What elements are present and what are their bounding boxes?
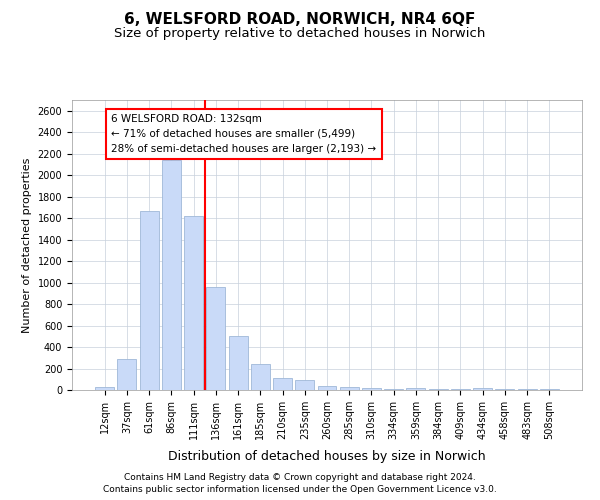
Bar	[162, 160, 181, 390]
Bar	[184, 216, 203, 390]
Text: Size of property relative to detached houses in Norwich: Size of property relative to detached ho…	[115, 28, 485, 40]
Bar	[473, 388, 492, 390]
Text: 6, WELSFORD ROAD, NORWICH, NR4 6QF: 6, WELSFORD ROAD, NORWICH, NR4 6QF	[124, 12, 476, 28]
Y-axis label: Number of detached properties: Number of detached properties	[22, 158, 32, 332]
Bar	[340, 387, 359, 390]
Bar	[317, 386, 337, 390]
Bar	[140, 210, 158, 390]
Bar	[362, 388, 381, 390]
Bar	[251, 364, 270, 390]
Bar	[95, 387, 114, 390]
Text: Contains public sector information licensed under the Open Government Licence v3: Contains public sector information licen…	[103, 485, 497, 494]
Text: 6 WELSFORD ROAD: 132sqm
← 71% of detached houses are smaller (5,499)
28% of semi: 6 WELSFORD ROAD: 132sqm ← 71% of detache…	[112, 114, 376, 154]
Bar	[429, 389, 448, 390]
Bar	[273, 378, 292, 390]
Bar	[206, 287, 225, 390]
Bar	[406, 388, 425, 390]
Bar	[295, 380, 314, 390]
Text: Contains HM Land Registry data © Crown copyright and database right 2024.: Contains HM Land Registry data © Crown c…	[124, 472, 476, 482]
Bar	[118, 359, 136, 390]
Bar	[229, 336, 248, 390]
Bar	[384, 389, 403, 390]
X-axis label: Distribution of detached houses by size in Norwich: Distribution of detached houses by size …	[168, 450, 486, 463]
